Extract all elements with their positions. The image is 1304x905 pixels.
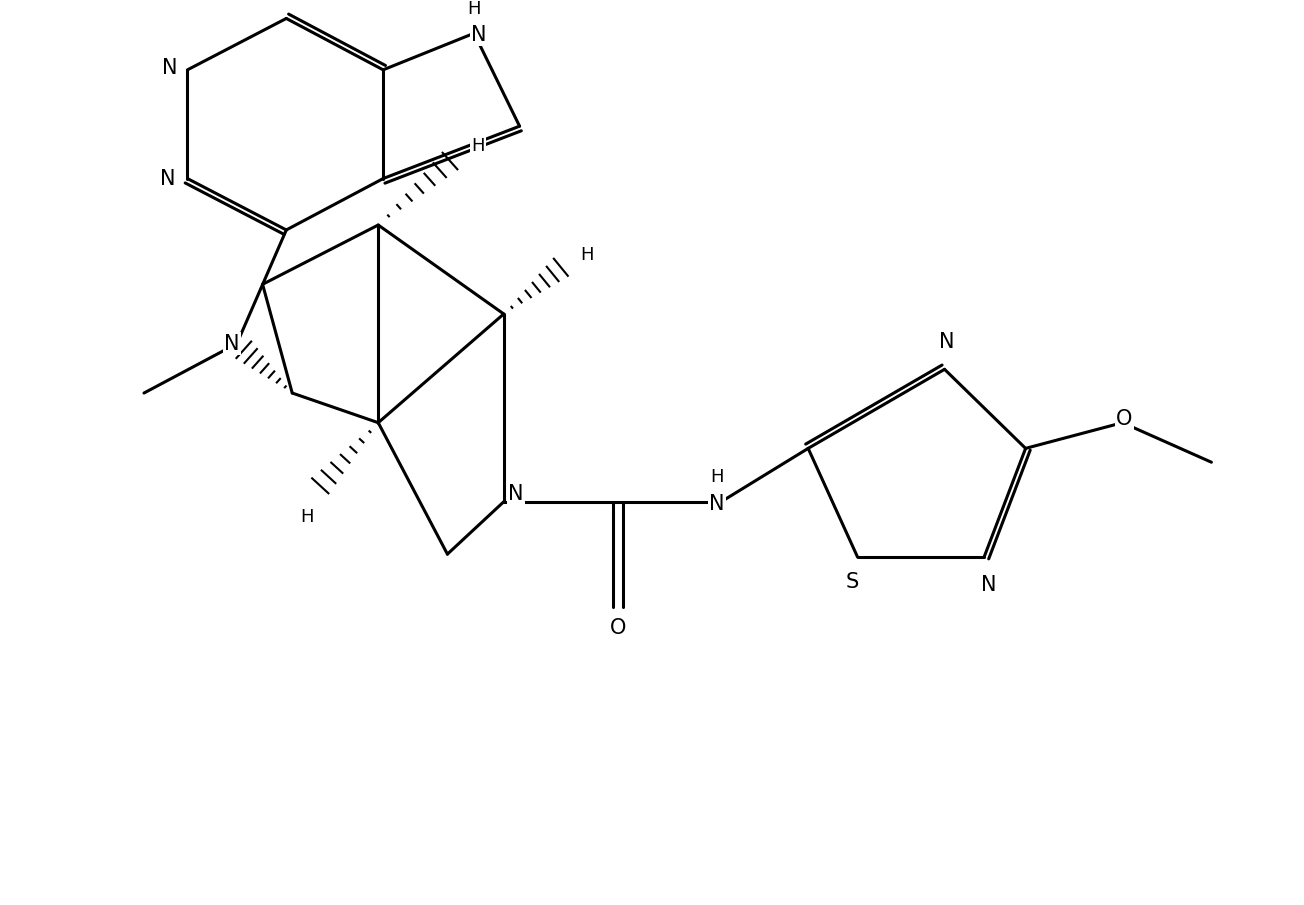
Text: O: O (610, 618, 627, 638)
Text: H: H (711, 468, 724, 486)
Text: H: H (300, 508, 314, 526)
Text: N: N (471, 25, 486, 45)
Text: H: H (580, 245, 593, 263)
Text: O: O (1116, 409, 1133, 429)
Text: N: N (224, 334, 240, 354)
Text: N: N (982, 575, 996, 595)
Text: N: N (709, 494, 725, 514)
Text: N: N (160, 168, 176, 188)
Text: N: N (507, 484, 523, 504)
Text: S: S (846, 572, 859, 592)
Text: N: N (162, 58, 177, 78)
Text: N: N (939, 331, 955, 352)
Text: H: H (467, 0, 481, 17)
Text: H: H (471, 137, 485, 155)
